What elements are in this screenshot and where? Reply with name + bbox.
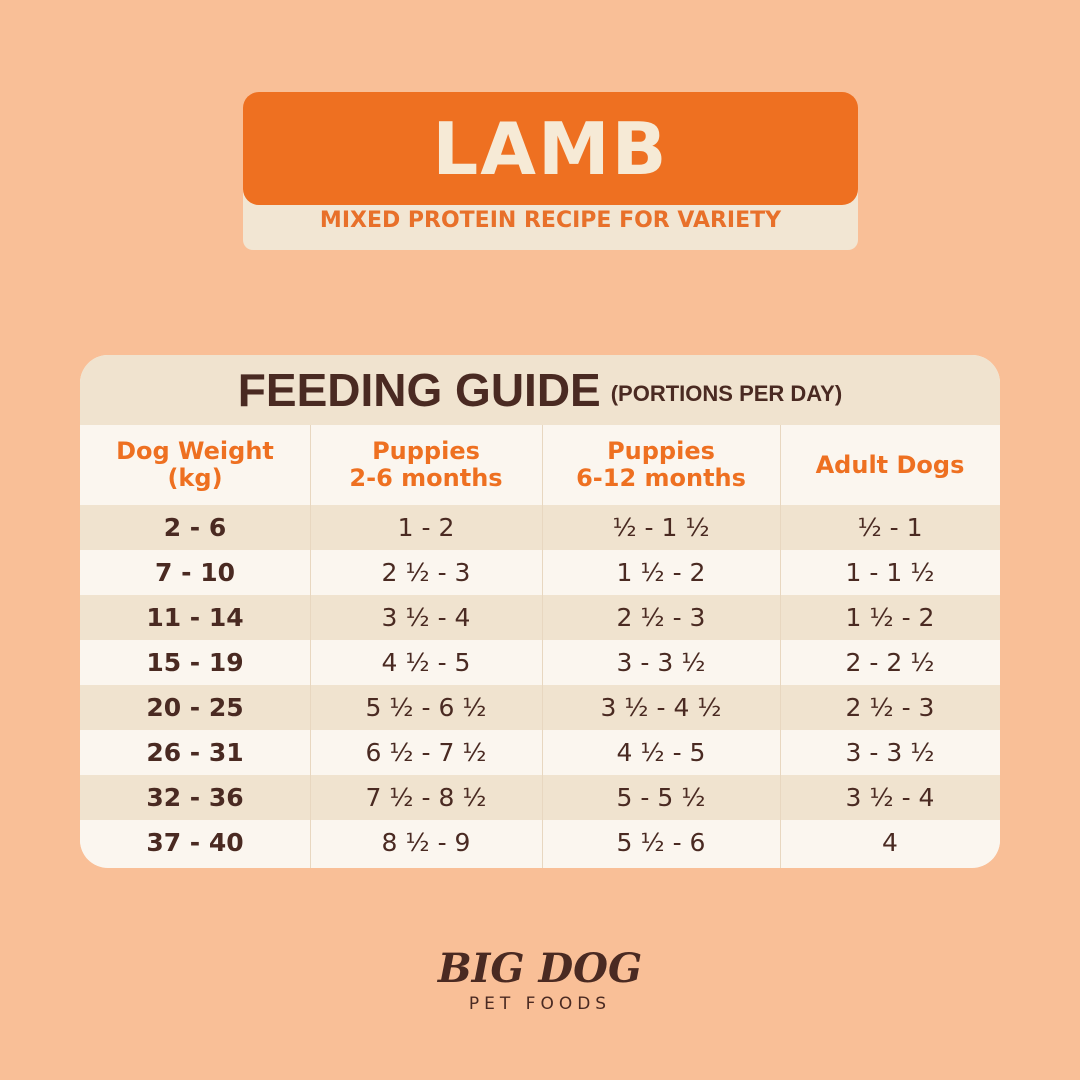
table-cell: 5 - 5 ½: [616, 783, 706, 812]
table-cell: ½ - 1 ½: [612, 513, 710, 542]
column-header: Puppies 6-12 months: [542, 425, 780, 505]
row-stripe: [80, 775, 1000, 820]
table-cell: 4 ½ - 5: [381, 648, 471, 677]
row-stripe: [80, 595, 1000, 640]
table-cell: 3 ½ - 4: [381, 603, 471, 632]
table-cell: 3 ½ - 4 ½: [600, 693, 722, 722]
table-cell: 1 ½ - 2: [616, 558, 706, 587]
title-banner: LAMB: [243, 92, 858, 205]
table-cell: 2 - 6: [163, 513, 227, 542]
column-header-line: (kg): [167, 464, 223, 492]
table-cell: ½ - 1: [857, 513, 923, 542]
table-cell: 2 ½ - 3: [381, 558, 471, 587]
column-header-line: 2-6 months: [349, 464, 503, 492]
column-header: Puppies 2-6 months: [310, 425, 542, 505]
table-cell: 3 ½ - 4: [845, 783, 935, 812]
column-header-line: Dog Weight: [116, 437, 274, 465]
table-cell: 26 - 31: [146, 738, 244, 767]
row-stripe: [80, 820, 1000, 865]
feeding-table: FEEDING GUIDE (PORTIONS PER DAY) Dog Wei…: [80, 355, 1000, 868]
row-stripe: [80, 640, 1000, 685]
table-cell: 1 - 2: [397, 513, 455, 542]
table-cell: 3 - 3 ½: [616, 648, 706, 677]
table-cell: 1 - 1 ½: [845, 558, 935, 587]
column-header-line: 6-12 months: [576, 464, 746, 492]
table-cell: 2 ½ - 3: [845, 693, 935, 722]
table-cell: 2 ½ - 3: [616, 603, 706, 632]
table-title: FEEDING GUIDE: [237, 364, 601, 416]
row-stripe: [80, 550, 1000, 595]
table-cell: 32 - 36: [146, 783, 244, 812]
table-cell: 5 ½ - 6: [616, 828, 706, 857]
table-cell: 7 ½ - 8 ½: [365, 783, 487, 812]
table-cell: 15 - 19: [146, 648, 244, 677]
table-cell: 2 - 2 ½: [845, 648, 935, 677]
table-cell: 11 - 14: [146, 603, 244, 632]
column-header: Dog Weight (kg): [80, 425, 310, 505]
table-cell: 6 ½ - 7 ½: [365, 738, 487, 767]
table-cell: 20 - 25: [146, 693, 244, 722]
tagline: PET FOODS: [468, 994, 612, 1014]
table-cell: 3 - 3 ½: [845, 738, 935, 767]
column-divider: [542, 425, 543, 868]
column-divider: [780, 425, 781, 868]
table-subtitle: (PORTIONS PER DAY): [610, 381, 843, 406]
table-cell: 1 ½ - 2: [845, 603, 935, 632]
column-header-line: Puppies: [372, 437, 480, 465]
table-cell: 5 ½ - 6 ½: [365, 693, 487, 722]
column-divider: [310, 425, 311, 868]
table-cell: 4 ½ - 5: [616, 738, 706, 767]
table-cell: 4: [882, 828, 898, 857]
column-header: Adult Dogs: [780, 425, 1000, 505]
row-stripe: [80, 505, 1000, 550]
brand: BIG DOG: [437, 945, 643, 992]
table-cell: 8 ½ - 9: [381, 828, 471, 857]
column-header-line: Puppies: [607, 437, 715, 465]
row-stripe: [80, 685, 1000, 730]
table-header: FEEDING GUIDE (PORTIONS PER DAY): [80, 355, 1000, 425]
subtitle: MIXED PROTEIN RECIPE FOR VARIETY: [319, 208, 782, 233]
column-header-line: Adult Dogs: [815, 450, 965, 479]
title: LAMB: [432, 106, 669, 191]
table-cell: 7 - 10: [155, 558, 235, 587]
row-stripe: [80, 730, 1000, 775]
table-cell: 37 - 40: [146, 828, 244, 857]
